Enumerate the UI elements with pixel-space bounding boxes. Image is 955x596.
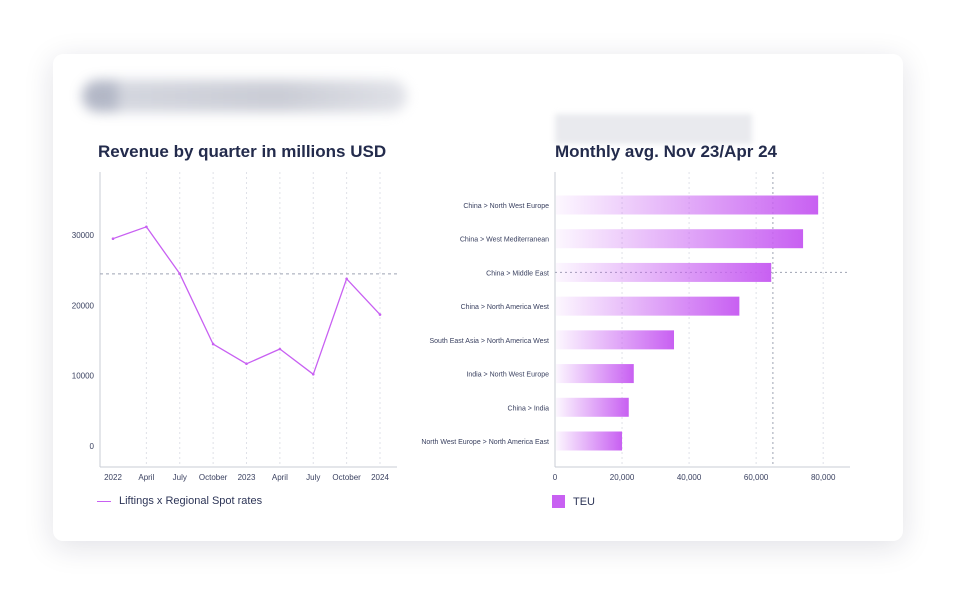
line-y-tick-label: 0 (90, 442, 95, 451)
bar-category-label: India > North West Europe (466, 372, 549, 379)
line-data-point (311, 372, 315, 376)
bar-6 (556, 364, 634, 384)
bar-category-label: North West Europe > North America East (421, 439, 549, 446)
line-data-point (178, 272, 182, 276)
bar-1 (556, 195, 819, 215)
bar-3 (556, 262, 772, 282)
line-x-tick-label: October (199, 473, 228, 482)
bar-x-tick-label: 40,000 (677, 473, 702, 482)
line-chart-legend[interactable]: Liftings x Regional Spot rates (97, 495, 262, 507)
line-x-tick-label: April (138, 473, 154, 482)
bar-x-tick-label: 80,000 (811, 473, 836, 482)
legend-line-swatch (97, 500, 111, 502)
line-x-tick-label: July (306, 473, 320, 482)
line-chart-title: Revenue by quarter in millions USD (98, 142, 387, 161)
bar-5 (556, 330, 675, 350)
bar-category-label: China > Middle East (486, 270, 549, 277)
legend-box-swatch (552, 495, 565, 508)
bar-8 (556, 431, 623, 451)
bar-x-tick-label: 60,000 (744, 473, 769, 482)
chart-card (53, 54, 903, 541)
bar-4 (556, 296, 740, 316)
bar-7 (556, 397, 629, 417)
line-x-tick-label: 2024 (371, 473, 389, 482)
bar-chart-legend[interactable]: TEU (552, 495, 595, 508)
bar-category-label: China > West Mediterranean (460, 237, 549, 244)
bar-x-tick-label: 0 (553, 473, 558, 482)
line-data-point (211, 342, 215, 346)
line-data-point (278, 347, 282, 351)
bar-chart-title: Monthly avg. Nov 23/Apr 24 (555, 142, 777, 161)
bar-2 (556, 229, 804, 249)
line-y-tick-label: 20000 (72, 301, 95, 310)
line-y-tick-label: 10000 (72, 372, 95, 381)
line-data-point (111, 237, 115, 241)
line-x-tick-label: April (272, 473, 288, 482)
line-data-point (345, 277, 348, 281)
blurred-label (555, 114, 752, 144)
legend-label-teu: TEU (573, 495, 595, 508)
line-x-tick-label: October (332, 473, 361, 482)
line-data-point (145, 225, 148, 229)
bar-category-label: South East Asia > North America West (429, 338, 549, 345)
line-y-tick-label: 30000 (72, 231, 95, 240)
line-x-tick-label: 2022 (104, 473, 122, 482)
bar-category-label: China > North America West (461, 304, 549, 311)
bar-category-label: China > India (508, 405, 550, 412)
line-data-point (378, 313, 382, 316)
blurred-brand-logo (82, 80, 407, 112)
bar-category-label: China > North West Europe (463, 203, 549, 210)
line-data-point (245, 362, 248, 366)
legend-label-liftings: Liftings x Regional Spot rates (119, 495, 263, 507)
line-x-tick-label: 2023 (238, 473, 256, 482)
bar-x-tick-label: 20,000 (610, 473, 635, 482)
line-x-tick-label: July (173, 473, 187, 482)
